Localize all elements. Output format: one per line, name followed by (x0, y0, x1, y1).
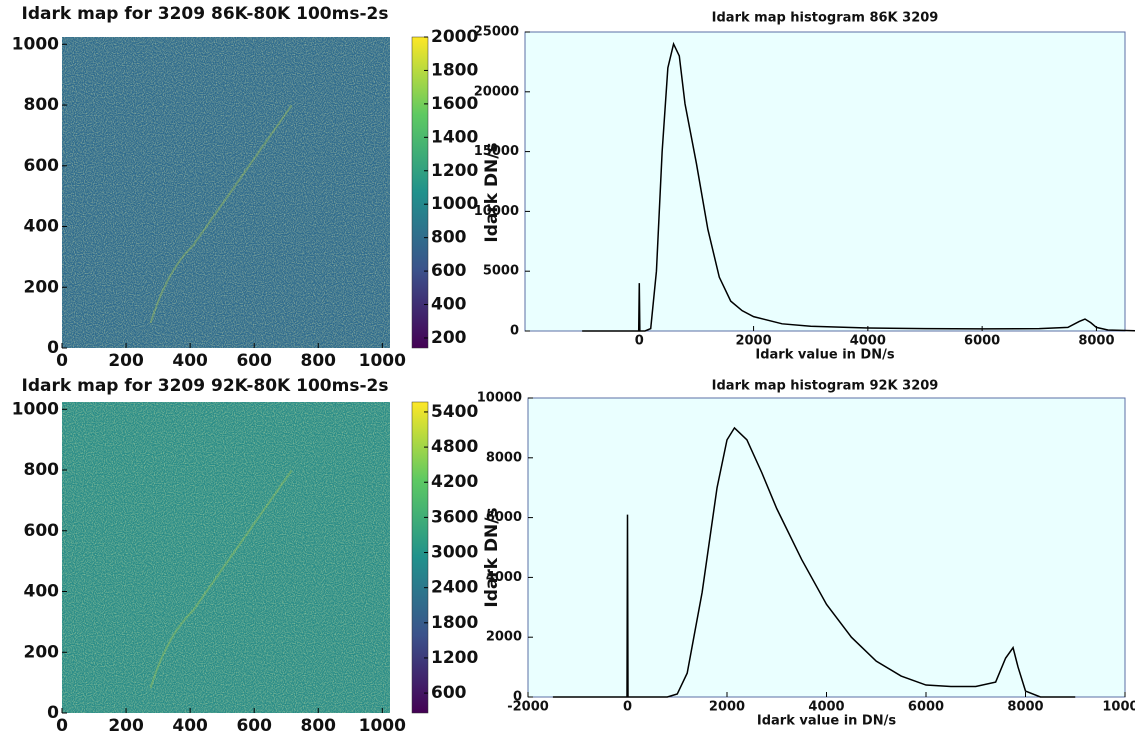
colorbar-tick-label: 400 (431, 295, 467, 315)
colorbar-tick-label: 1800 (431, 613, 478, 633)
x-tick-label: 1000 (359, 716, 406, 733)
colorbar-tick-label: 3600 (431, 507, 478, 527)
x-tick-label: 0 (635, 334, 644, 349)
y-tick-label: 0 (513, 690, 522, 705)
colorbar-label: Idark DN/s (482, 507, 502, 607)
x-tick-label: -2000 (507, 700, 549, 715)
colorbar (411, 36, 429, 349)
x-tick-label: 800 (301, 716, 337, 733)
x-axis-label: Idark value in DN/s (757, 714, 896, 729)
y-tick-label: 0 (47, 338, 59, 358)
colorbar-tick-label: 4800 (431, 437, 478, 457)
x-tick-label: 600 (236, 351, 272, 371)
y-tick-label: 10000 (474, 204, 519, 219)
y-tick-label: 6000 (486, 510, 522, 525)
heatmap-streak (149, 469, 293, 689)
x-tick-label: 8000 (1078, 334, 1114, 349)
y-tick-label: 5000 (483, 264, 519, 279)
colorbar-tick-label: 1400 (431, 127, 478, 147)
colorbar-tick-label: 2000 (431, 27, 478, 47)
x-tick-label: 200 (108, 716, 144, 733)
colorbar-tick-label: 4200 (431, 472, 478, 492)
x-tick-label: 6000 (908, 700, 944, 715)
x-tick-label: 400 (172, 351, 208, 371)
x-tick-label: 600 (236, 716, 272, 733)
x-tick-label: 10000 (1102, 700, 1135, 715)
y-tick-label: 1000 (12, 34, 59, 54)
y-tick-label: 15000 (474, 144, 519, 159)
plot-area (527, 397, 1126, 698)
colorbar-tick-label: 200 (431, 328, 467, 348)
chart-title: Idark map for 3209 92K-80K 100ms-2s (22, 376, 389, 396)
y-tick-label: 25000 (474, 25, 519, 40)
y-tick-label: 10000 (477, 391, 522, 406)
x-tick-label: 800 (301, 351, 337, 371)
x-tick-label: 0 (56, 716, 68, 733)
y-tick-label: 0 (510, 324, 519, 339)
y-tick-label: 1000 (12, 399, 59, 419)
y-tick-label: 0 (47, 703, 59, 723)
histogram-line (582, 41, 1135, 332)
y-tick-label: 200 (24, 642, 60, 662)
colorbar (411, 401, 429, 714)
x-tick-label: 6000 (964, 334, 1000, 349)
y-tick-label: 2000 (486, 630, 522, 645)
y-tick-label: 600 (24, 156, 60, 176)
y-tick-label: 20000 (474, 84, 519, 99)
heatmap-noise (62, 37, 390, 348)
histogram-line (552, 426, 1076, 698)
colorbar-tick-label: 600 (431, 261, 467, 281)
y-tick-label: 400 (24, 582, 60, 602)
y-tick-label: 800 (24, 95, 60, 115)
colorbar-tick-label: 1600 (431, 94, 478, 114)
x-axis-label: Idark value in DN/s (755, 348, 894, 363)
colorbar-tick-label: 5400 (431, 402, 478, 422)
x-tick-label: 2000 (735, 334, 771, 349)
colorbar-tick-label: 1200 (431, 161, 478, 181)
x-tick-label: 400 (172, 716, 208, 733)
chart-title: Idark map histogram 92K 3209 (712, 379, 939, 394)
heatmap-noise (62, 402, 390, 713)
x-tick-label: 4000 (850, 334, 886, 349)
colorbar-tick-label: 3000 (431, 543, 478, 563)
y-tick-label: 4000 (486, 570, 522, 585)
y-tick-label: 8000 (486, 450, 522, 465)
x-tick-label: 0 (56, 351, 68, 371)
y-tick-label: 200 (24, 277, 60, 297)
colorbar-tick-label: 1000 (431, 194, 478, 214)
x-tick-label: 4000 (808, 700, 844, 715)
colorbar-tick-label: 800 (431, 228, 467, 248)
y-tick-label: 400 (24, 217, 60, 237)
colorbar-tick-label: 1800 (431, 60, 478, 80)
x-tick-label: 8000 (1007, 700, 1043, 715)
plot-area (524, 31, 1126, 332)
chart-title: Idark map histogram 86K 3209 (712, 11, 939, 26)
y-tick-label: 600 (24, 521, 60, 541)
x-tick-label: 0 (623, 700, 632, 715)
x-tick-label: 200 (108, 351, 144, 371)
colorbar-tick-label: 2400 (431, 578, 478, 598)
heatmap-streak (149, 104, 293, 324)
colorbar-tick-label: 1200 (431, 648, 478, 668)
chart-title: Idark map for 3209 86K-80K 100ms-2s (22, 4, 389, 24)
x-tick-label: 1000 (359, 351, 406, 371)
colorbar-label: Idark DN/s (482, 142, 502, 242)
colorbar-tick-label: 600 (431, 683, 467, 703)
x-tick-label: 2000 (709, 700, 745, 715)
y-tick-label: 800 (24, 460, 60, 480)
